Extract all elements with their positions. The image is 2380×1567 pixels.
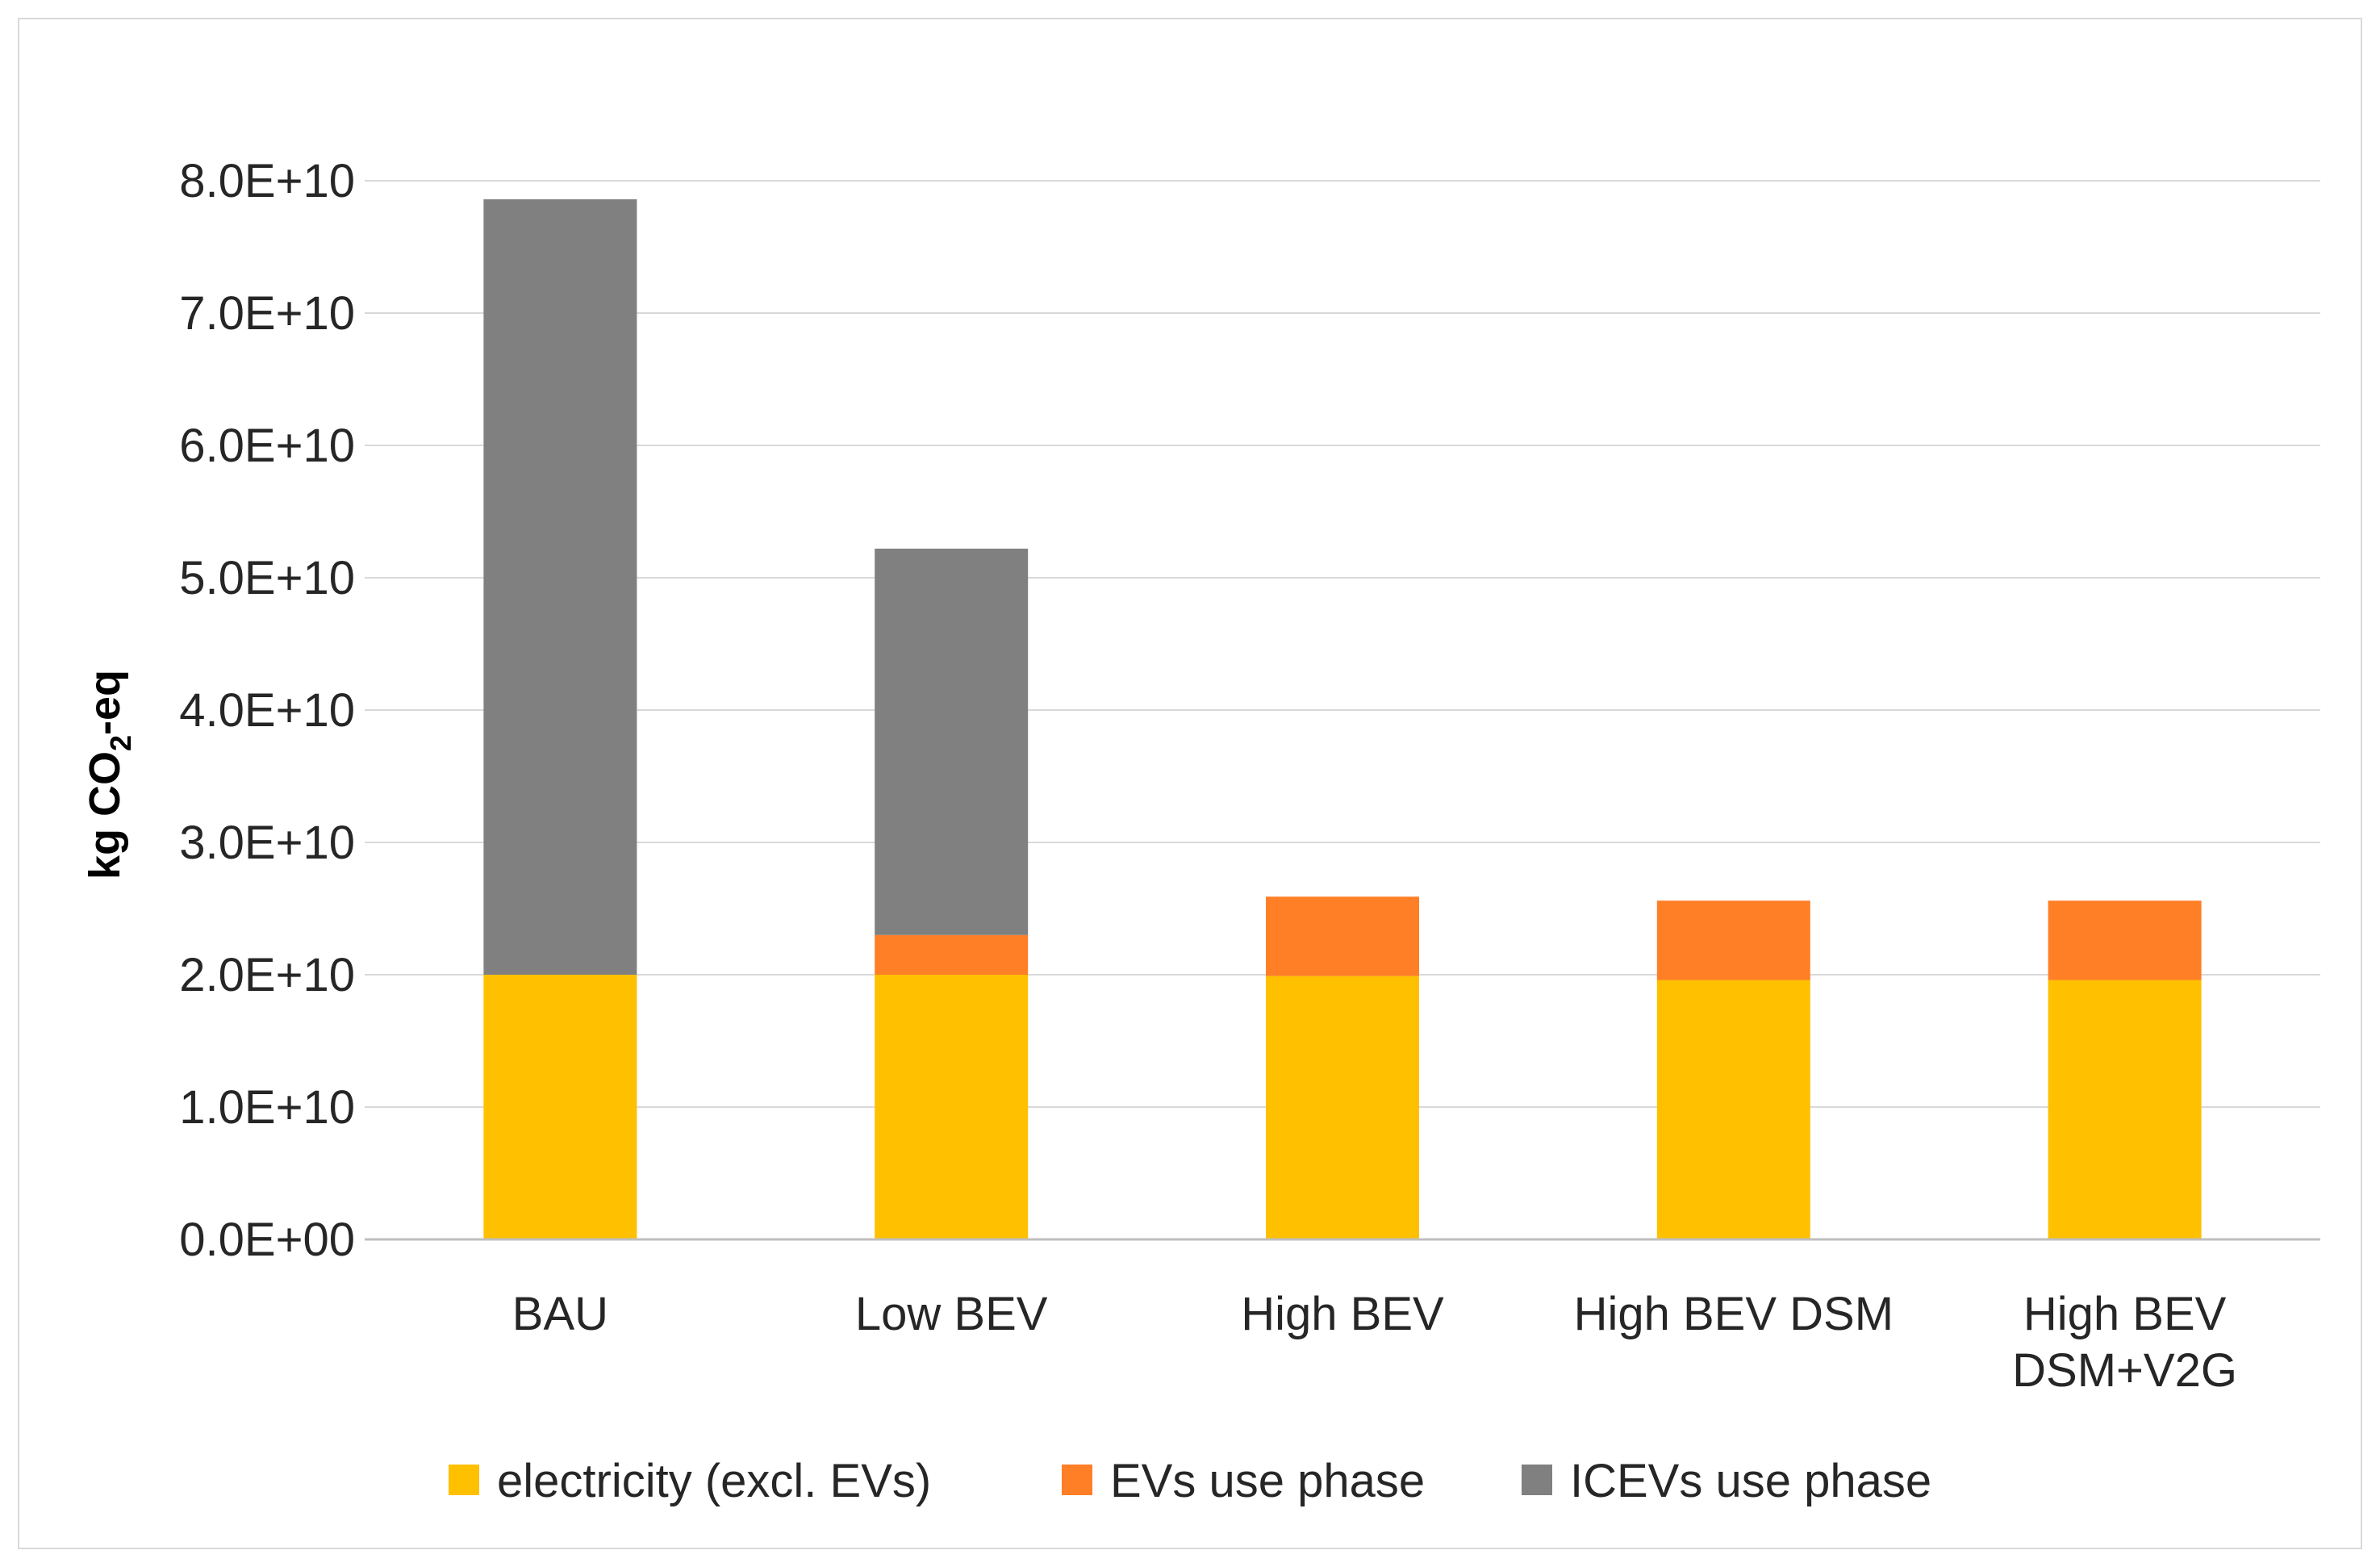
bar-segment-1-2 <box>875 975 1029 1239</box>
legend-swatch-2 <box>1062 1465 1092 1495</box>
bar-segment-1-4 <box>1656 980 1810 1239</box>
x-category-label: BAU <box>512 1288 608 1340</box>
bar-segment-3-1 <box>483 198 637 975</box>
x-category-label: Low BEV <box>855 1288 1048 1340</box>
y-tick-label: 6.0E+10 <box>179 420 355 472</box>
y-tick-label: 1.0E+10 <box>179 1081 355 1134</box>
y-tick-labels: 0.0E+00 1.0E+10 2.0E+10 3.0E+10 4.0E+10 5.0E+… <box>179 155 355 1266</box>
legend-label-3: ICEVs use phase <box>1570 1455 1931 1507</box>
legend-label-1: electricity (excl. EVs) <box>497 1455 931 1507</box>
y-tick-label: 0.0E+00 <box>179 1214 355 1266</box>
x-category-label: High BEV DSM <box>1574 1288 1894 1340</box>
chart-frame <box>18 18 2362 1549</box>
bar-segment-1-1 <box>483 975 637 1239</box>
bar-segment-1-3 <box>1266 976 1419 1239</box>
bar-segment-2-5 <box>2048 901 2202 980</box>
y-tick-label: 7.0E+10 <box>179 287 355 340</box>
legend: electricity (excl. EVs) EVs use phase ICEV… <box>449 1455 1931 1507</box>
y-axis-label-subscript: 2 <box>104 735 137 751</box>
y-tick-label: 4.0E+10 <box>179 684 355 737</box>
gridlines <box>365 180 2320 1108</box>
y-tick-label: 8.0E+10 <box>179 155 355 207</box>
legend-swatch-1 <box>449 1465 479 1495</box>
x-category-labels: BAU Low BEV High BEV High BEV DSM High BEV DS… <box>512 1288 2237 1397</box>
y-axis-label-suffix: -eq <box>81 670 129 735</box>
y-axis-label: kg CO2-eq <box>81 670 137 880</box>
bar-segment-2-4 <box>1656 901 1810 980</box>
bar-segment-3-2 <box>875 548 1029 935</box>
x-category-label: High BEV <box>1241 1288 1444 1340</box>
bar-segment-2-3 <box>1266 896 1419 976</box>
y-axis-label-main: kg CO <box>81 751 129 880</box>
bars <box>483 198 2202 1239</box>
y-tick-label: 2.0E+10 <box>179 949 355 1001</box>
x-category-label: High BEV DSM+V2G <box>2012 1288 2237 1397</box>
bar-segment-2-2 <box>875 934 1029 975</box>
legend-swatch-3 <box>1522 1465 1552 1495</box>
legend-label-2: EVs use phase <box>1110 1455 1425 1507</box>
y-tick-label: 5.0E+10 <box>179 552 355 604</box>
y-tick-label: 3.0E+10 <box>179 817 355 869</box>
bar-segment-1-5 <box>2048 980 2202 1239</box>
